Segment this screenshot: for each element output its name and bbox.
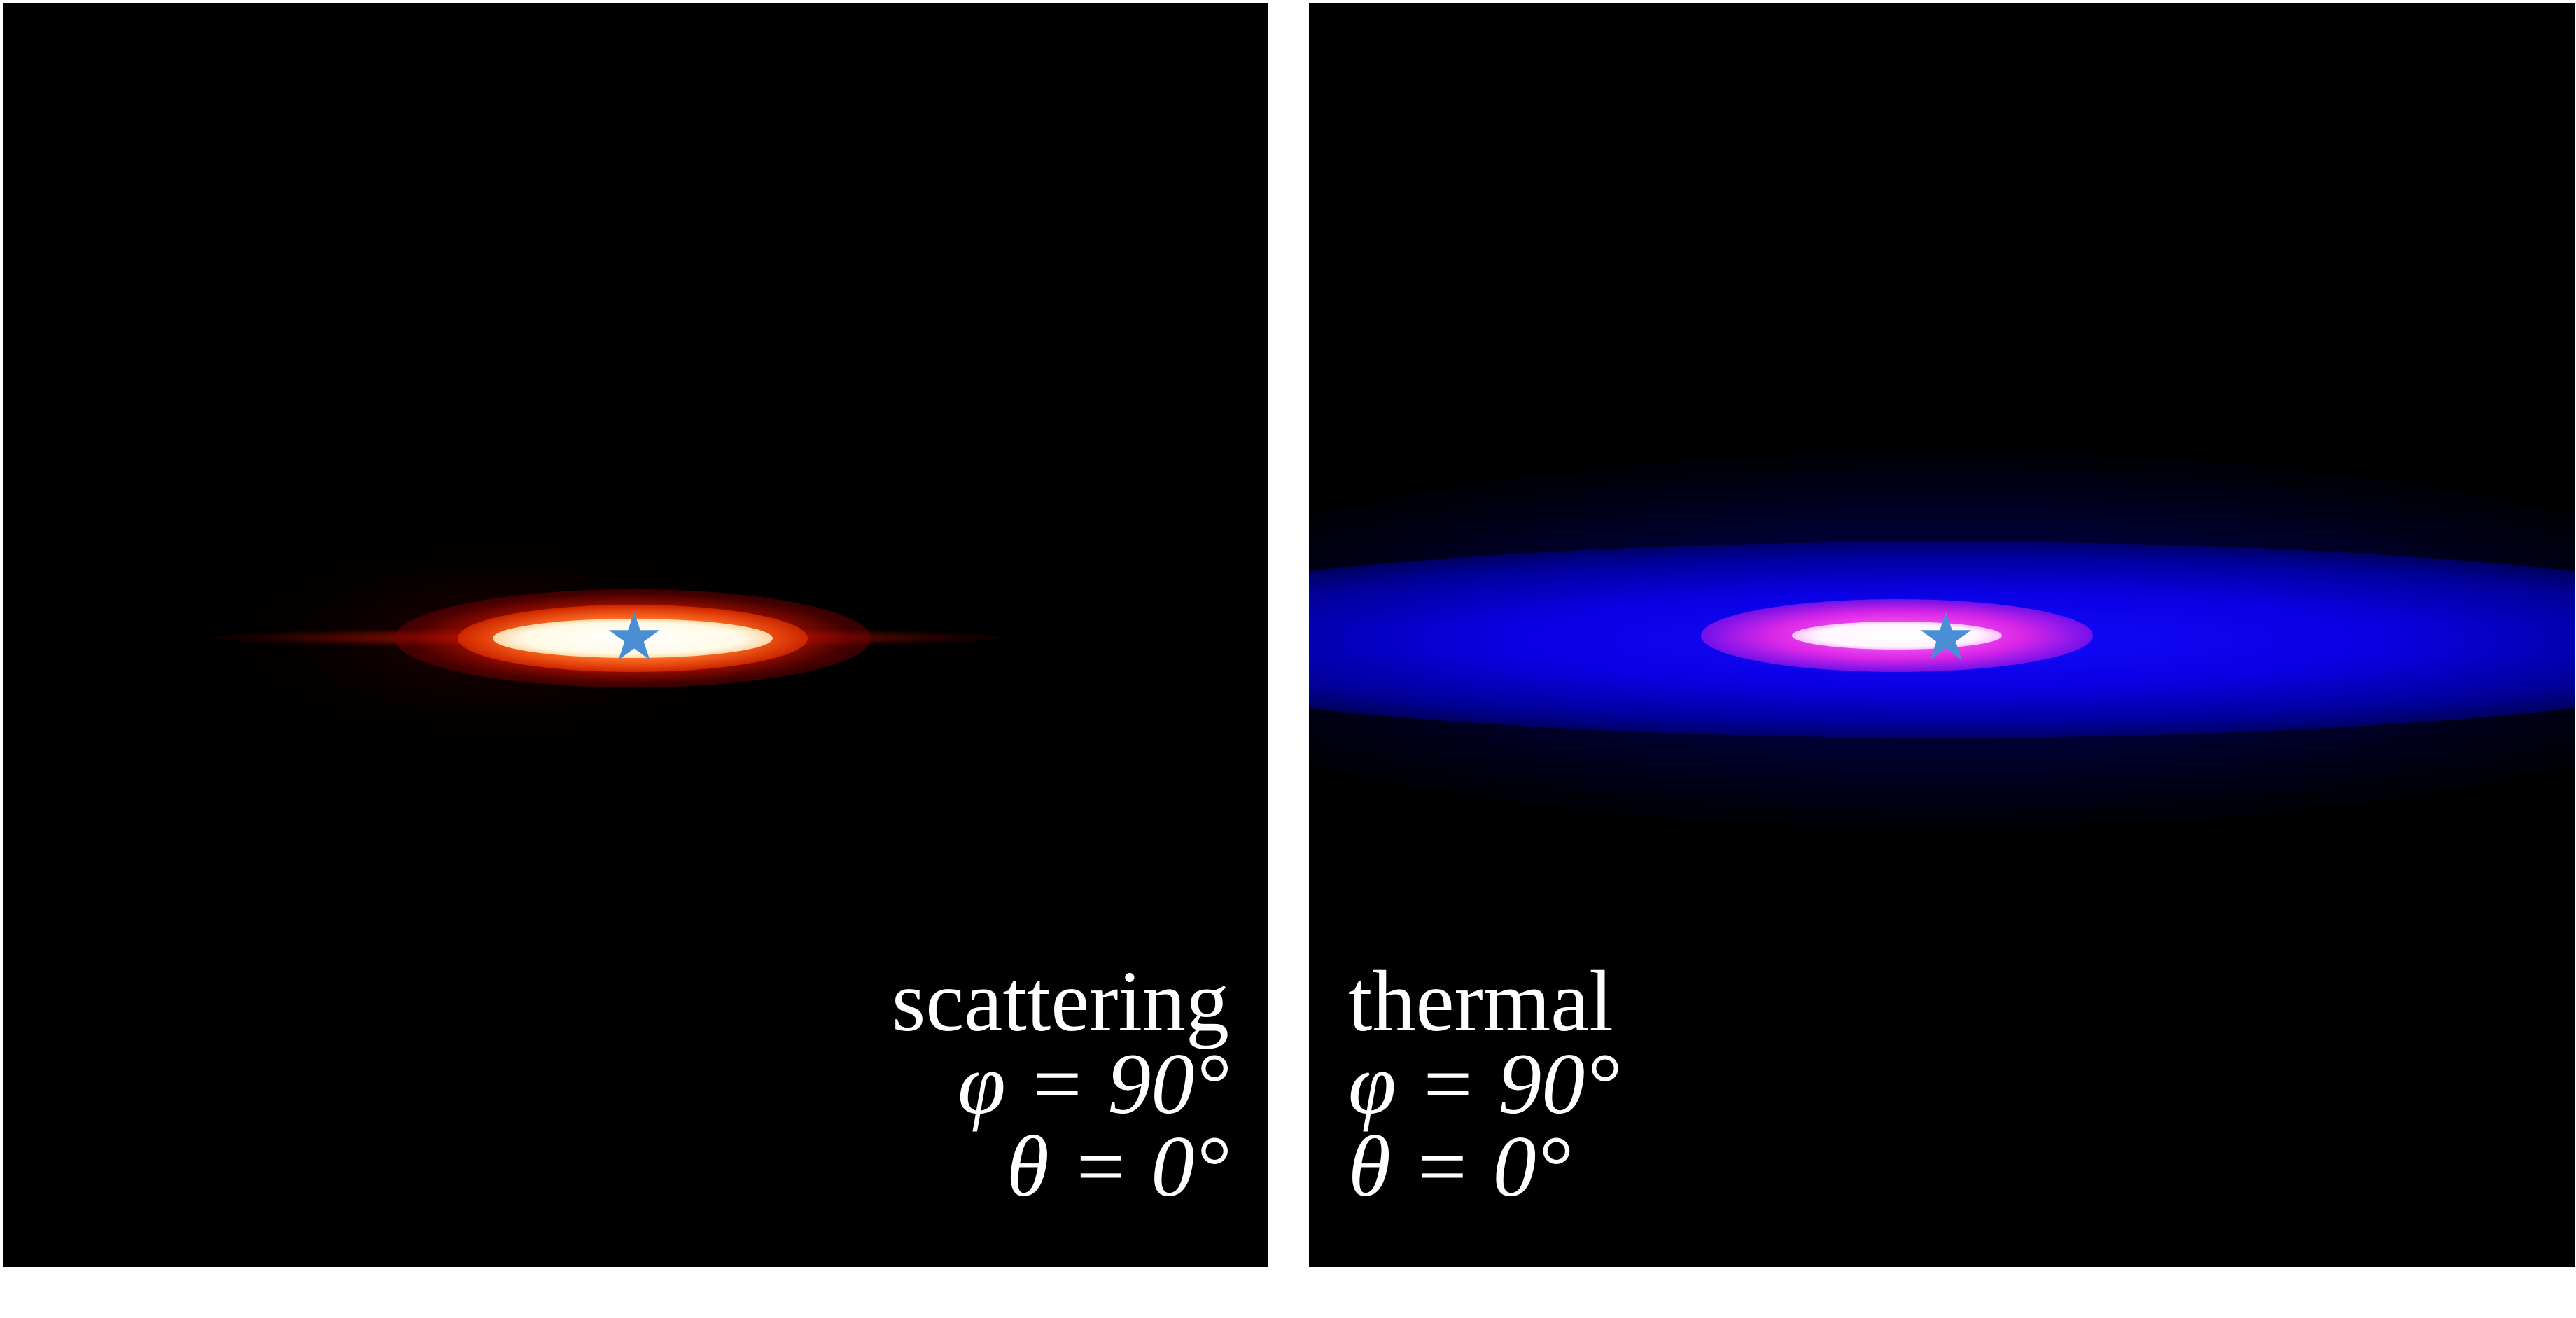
star-shape (1920, 611, 1972, 660)
thermal-labels: thermal φ = 90° θ = 0° (1348, 953, 1620, 1214)
panel-caption: thermal (1348, 953, 1614, 1049)
star-icon (1920, 611, 1972, 660)
phi-label: φ = 90° (958, 1036, 1229, 1132)
panel-caption: scattering (891, 953, 1229, 1049)
thermal-core (1792, 622, 2002, 650)
scattering-panel: scattering φ = 90° θ = 0° (3, 3, 1268, 1267)
star-icon (608, 611, 660, 660)
scattering-labels: scattering φ = 90° θ = 0° (891, 953, 1229, 1214)
theta-label: θ = 0° (1006, 1119, 1229, 1214)
thermal-panel: thermal φ = 90° θ = 0° (1309, 3, 2575, 1267)
phi-label: φ = 90° (1348, 1036, 1620, 1132)
star-shape (608, 611, 660, 660)
theta-label: θ = 0° (1348, 1119, 1572, 1214)
